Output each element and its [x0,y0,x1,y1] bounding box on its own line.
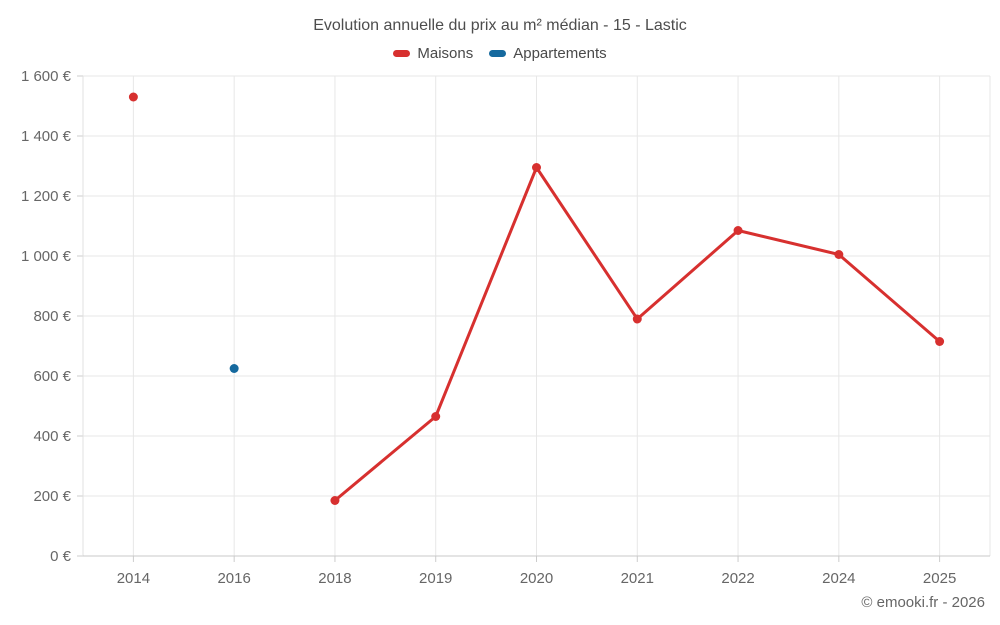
y-axis-label: 200 € [33,488,71,505]
legend-item-appartements[interactable]: Appartements [489,45,607,62]
data-point-maisons-2025 [935,337,945,346]
chart-title: Evolution annuelle du prix au m² médian … [313,17,687,34]
data-point-maisons-2022 [733,226,743,235]
x-axis-label: 2024 [822,570,855,587]
data-point-maisons-2014 [128,92,138,102]
data-point-maisons-2024 [834,250,844,259]
x-axis-label: 2021 [621,570,654,587]
x-axis-label: 2014 [117,570,150,587]
appartements-swatch-icon [489,50,507,57]
x-axis-label: 2022 [721,570,754,587]
x-axis-label: 2020 [520,570,553,587]
x-axis-label: 2018 [318,570,351,587]
y-axis-label: 800 € [33,308,71,325]
data-point-maisons-2018 [330,496,340,505]
y-axis-label: 0 € [50,548,72,565]
x-axis-label: 2016 [217,570,250,587]
y-axis-label: 400 € [33,428,71,445]
x-axis-label: 2019 [419,570,452,587]
y-axis-label: 1 000 € [21,248,72,265]
legend-label-maisons: Maisons [417,45,474,62]
legend-item-maisons[interactable]: Maisons [393,45,473,62]
data-point-maisons-2019 [431,412,441,421]
y-axis-label: 1 400 € [21,128,72,145]
x-axis-label: 2025 [923,570,956,587]
data-point-appartements-2016 [229,364,239,373]
copyright-text: © emooki.fr - 2026 [861,594,985,611]
data-point-maisons-2021 [632,314,642,324]
y-axis-label: 1 600 € [21,68,72,85]
maisons-swatch-icon [393,50,411,57]
y-axis-label: 1 200 € [21,188,72,205]
legend-label-appartements: Appartements [513,45,607,62]
data-point-maisons-2020 [532,163,541,172]
legend: Maisons Appartements [0,45,1000,62]
y-axis-label: 600 € [33,368,71,385]
